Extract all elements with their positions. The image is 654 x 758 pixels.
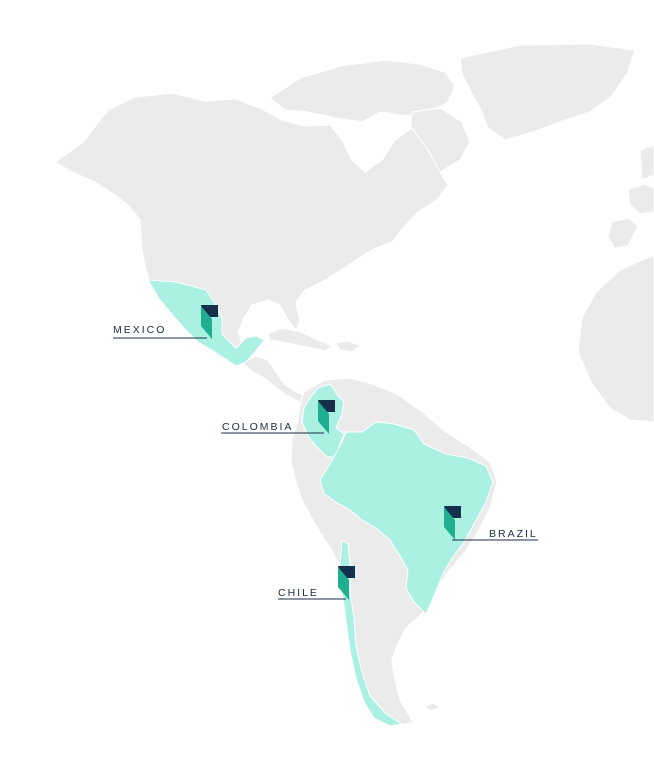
landmass-falklands bbox=[423, 702, 441, 712]
landmass-europe bbox=[607, 144, 654, 249]
landmass-cuba bbox=[267, 327, 333, 352]
landmass-central-america bbox=[241, 355, 311, 405]
colombia-label[interactable]: COLOMBIA bbox=[222, 421, 293, 433]
landmass-north-america bbox=[54, 92, 449, 364]
landmass-arctic-islands bbox=[269, 59, 456, 123]
mexico-label[interactable]: MEXICO bbox=[113, 324, 166, 336]
flag-marker-icon[interactable] bbox=[338, 566, 355, 600]
landmass-greenland bbox=[459, 43, 636, 141]
brazil-label[interactable]: BRAZIL bbox=[489, 528, 538, 540]
landmass-hispaniola bbox=[335, 340, 361, 353]
country-chile[interactable] bbox=[339, 539, 403, 727]
flag-marker-icon[interactable] bbox=[201, 305, 218, 339]
country-brazil[interactable] bbox=[319, 421, 494, 615]
landmass-africa bbox=[577, 254, 654, 423]
flag-marker-icon[interactable] bbox=[444, 506, 461, 540]
chile-label[interactable]: CHILE bbox=[278, 587, 319, 599]
flag-marker-icon[interactable] bbox=[318, 400, 335, 434]
